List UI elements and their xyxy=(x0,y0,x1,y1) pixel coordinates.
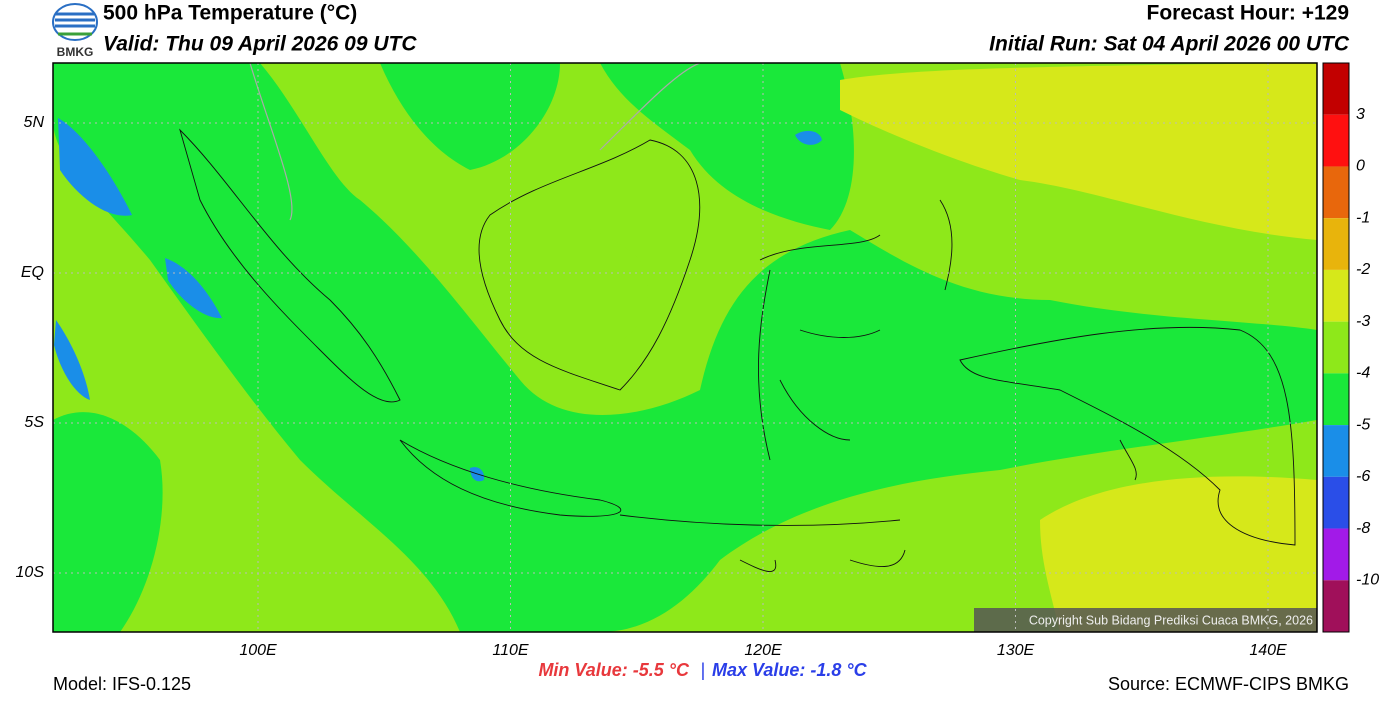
colorbar-label: -3 xyxy=(1356,313,1370,330)
colorbar-swatch xyxy=(1323,63,1349,115)
initial-run: Initial Run: Sat 04 April 2026 00 UTC xyxy=(989,33,1350,56)
lat-label: EQ xyxy=(21,264,44,281)
title: 500 hPa Temperature (°C) xyxy=(103,2,357,25)
colorbar-frame xyxy=(1322,62,1350,633)
max-value: Max Value: -1.8 °C xyxy=(712,660,868,680)
map-frame xyxy=(52,62,1318,633)
colorbar-swatch xyxy=(1323,269,1349,322)
logo-text: BMKG xyxy=(57,45,94,59)
min-value: Min Value: -5.5 °C xyxy=(538,660,690,680)
lon-label: 110E xyxy=(492,642,529,659)
colorbar-label: 3 xyxy=(1356,106,1365,123)
colorbar-swatch xyxy=(1323,373,1349,426)
copyright: Copyright Sub Bidang Prediksi Cuaca BMKG… xyxy=(1029,613,1313,627)
colorbar-swatch xyxy=(1323,321,1349,374)
lon-label: 100E xyxy=(239,642,277,659)
colorbar-label: -6 xyxy=(1356,468,1370,485)
logo: BMKG xyxy=(52,3,98,59)
colorbar-swatch xyxy=(1323,528,1349,581)
forecast-hour: Forecast Hour: +129 xyxy=(1147,2,1350,25)
colorbar-label: -8 xyxy=(1356,520,1370,537)
colorbar-swatch xyxy=(1323,166,1349,219)
graticule: 5N EQ 5S 10S 100E 110E 120E 130E 140E xyxy=(16,63,1317,659)
model: Model: IFS-0.125 xyxy=(53,674,191,694)
lat-label: 5S xyxy=(24,414,44,431)
colorbar-swatch xyxy=(1323,218,1349,270)
map-field: Copyright Sub Bidang Prediksi Cuaca BMKG… xyxy=(53,63,1317,632)
colorbar-label: -2 xyxy=(1356,261,1370,278)
colorbar-label: 0 xyxy=(1356,158,1365,175)
lon-label: 130E xyxy=(997,642,1035,659)
colorbar-swatch xyxy=(1323,476,1349,529)
separator: | xyxy=(701,660,706,680)
colorbar: 3 0 -1 -2 -3 -4 -5 -6 -8 -10 xyxy=(1322,62,1379,633)
colorbar-swatch xyxy=(1323,425,1349,477)
valid-time: Valid: Thu 09 April 2026 09 UTC xyxy=(103,33,417,56)
colorbar-label: -5 xyxy=(1356,416,1370,433)
colorbar-swatch xyxy=(1323,580,1349,632)
colorbar-swatch xyxy=(1323,114,1349,167)
lon-label: 140E xyxy=(1249,642,1287,659)
colorbar-label: -1 xyxy=(1356,209,1370,226)
lat-label: 5N xyxy=(24,114,45,131)
source: Source: ECMWF-CIPS BMKG xyxy=(1108,674,1349,694)
colorbar-label: -4 xyxy=(1356,365,1370,382)
lat-label: 10S xyxy=(16,564,45,581)
colorbar-label: -10 xyxy=(1356,571,1379,588)
lon-label: 120E xyxy=(744,642,782,659)
